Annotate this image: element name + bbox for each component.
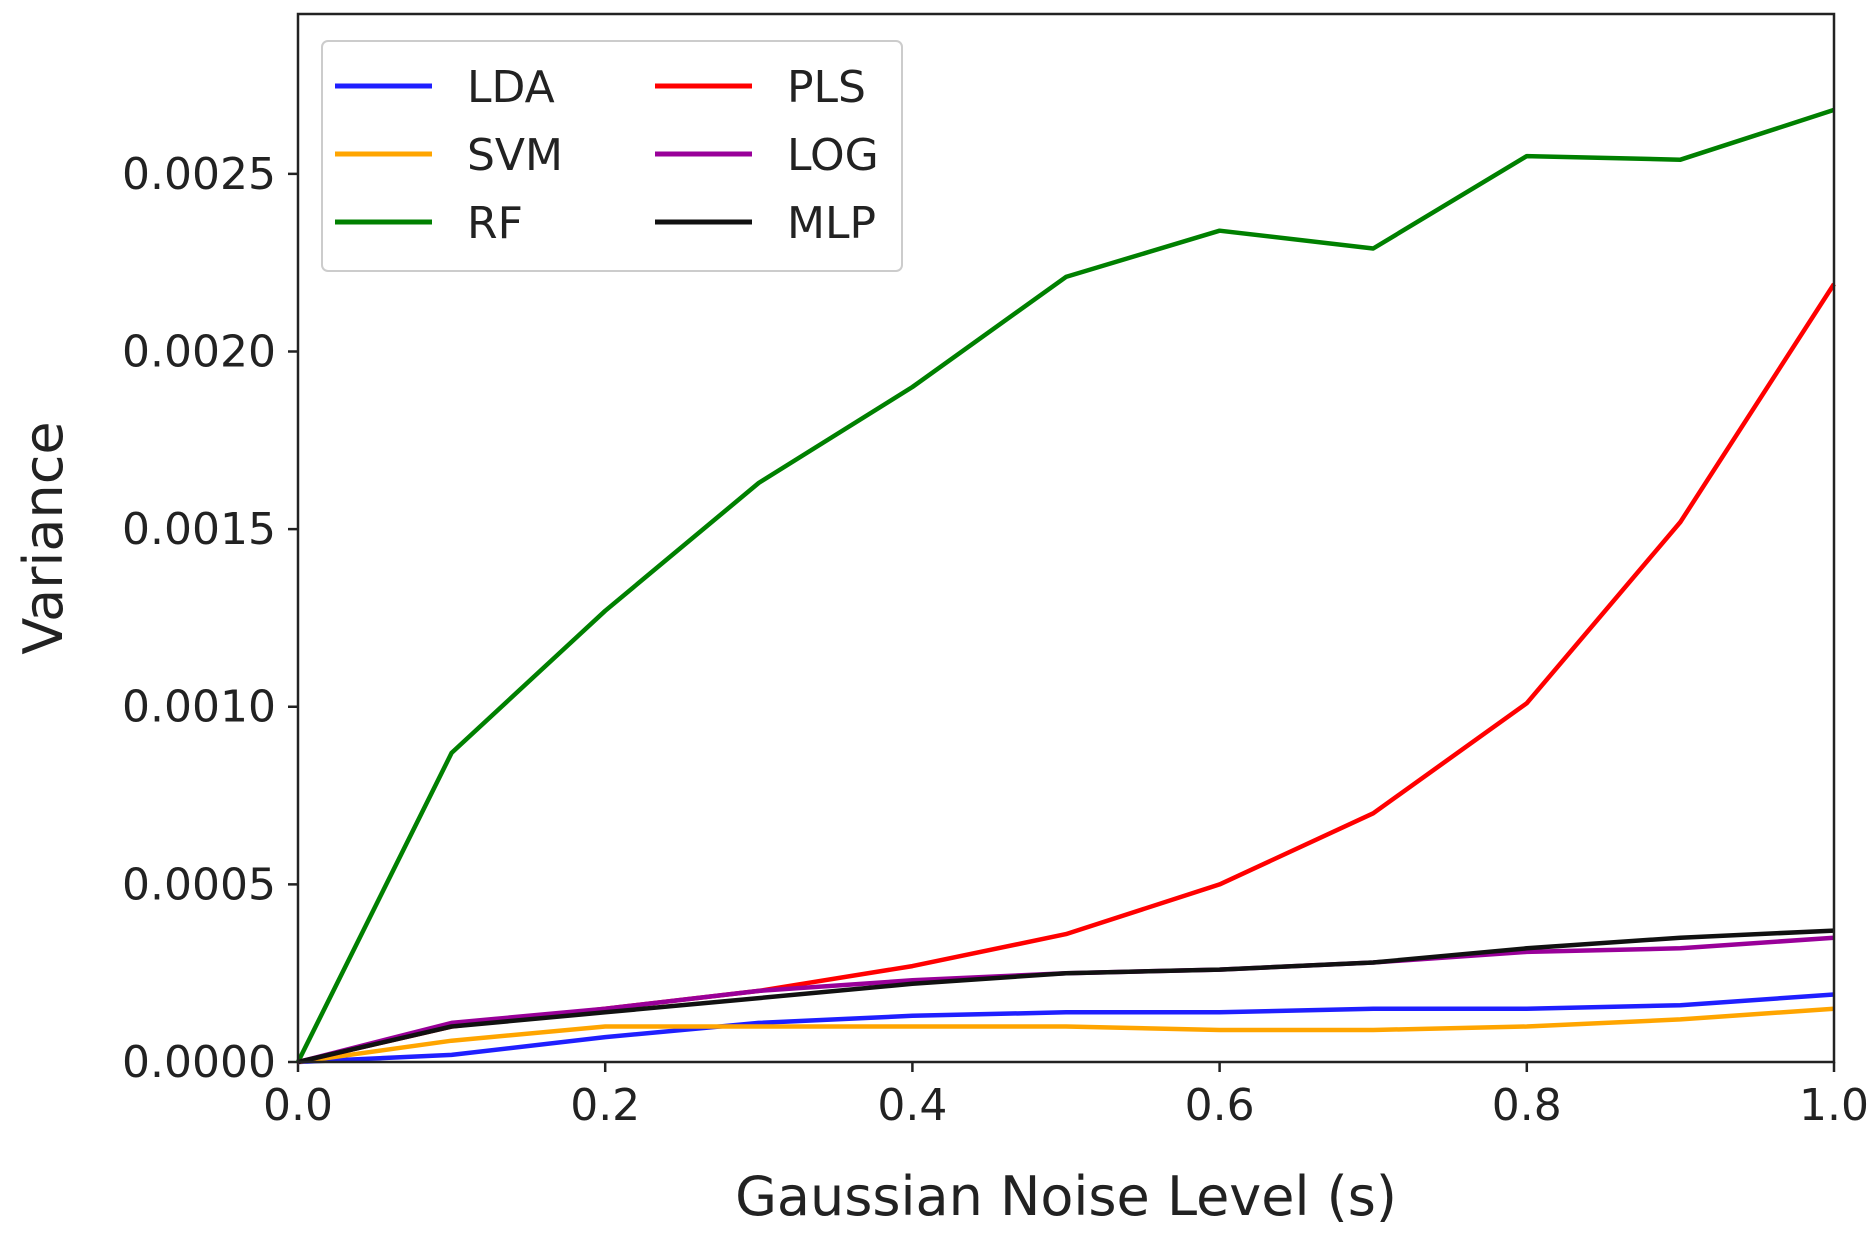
legend-label-pls: PLS bbox=[787, 62, 866, 113]
legend: LDA SVM RF PLS LOG MLP bbox=[321, 40, 903, 272]
y-tick-label: 0.0005 bbox=[122, 859, 276, 910]
x-tick-label: 0.8 bbox=[1492, 1080, 1562, 1131]
y-axis-title: Variance bbox=[12, 421, 75, 654]
legend-label-log: LOG bbox=[787, 130, 879, 181]
y-tick-label: 0.0025 bbox=[122, 149, 276, 200]
legend-label-lda: LDA bbox=[467, 62, 555, 113]
x-axis-title: Gaussian Noise Level (s) bbox=[735, 1165, 1397, 1228]
x-tick-label: 0.0 bbox=[263, 1080, 333, 1131]
y-tick-label: 0.0010 bbox=[122, 682, 276, 733]
y-tick-label: 0.0000 bbox=[122, 1037, 276, 1088]
x-tick-label: 1.0 bbox=[1799, 1080, 1869, 1131]
legend-box bbox=[321, 40, 903, 272]
plot-frame bbox=[296, 12, 1836, 1064]
legend-label-rf: RF bbox=[467, 198, 523, 249]
legend-label-svm: SVM bbox=[467, 130, 563, 181]
series-line-pls bbox=[297, 282, 1836, 1065]
x-tick-label: 0.6 bbox=[1185, 1080, 1255, 1131]
series-lines bbox=[295, 107, 1836, 1065]
axes: 0.0 0.2 0.4 0.6 0.8 1.0 0.0000 0.0005 0.0010 0.00… bbox=[122, 149, 1869, 1131]
series-line-log bbox=[297, 935, 1835, 1065]
x-tick-label: 0.4 bbox=[877, 1080, 947, 1131]
y-tick-label: 0.0015 bbox=[122, 504, 276, 555]
x-tick-label: 0.2 bbox=[570, 1080, 640, 1131]
legend-label-mlp: MLP bbox=[787, 198, 876, 249]
y-tick-label: 0.0020 bbox=[122, 326, 276, 377]
